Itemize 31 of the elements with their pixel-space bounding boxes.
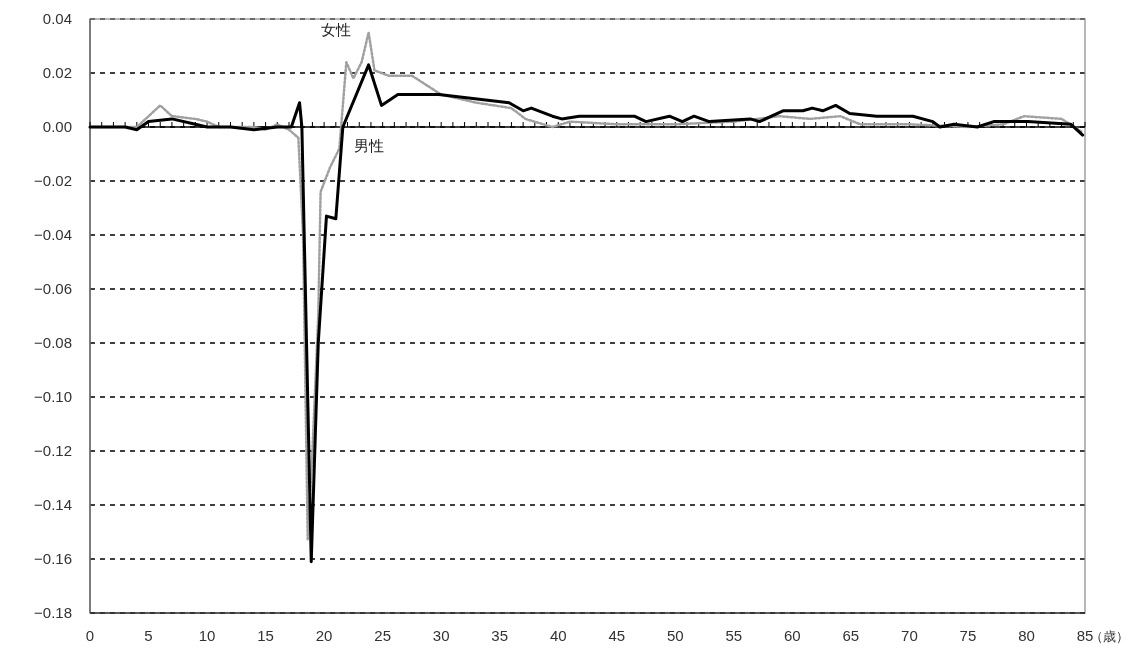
y-tick-label: −0.16 bbox=[34, 550, 72, 567]
x-tick-label: 60 bbox=[784, 627, 801, 644]
x-tick-label: 65 bbox=[842, 627, 860, 644]
y-tick-label: −0.14 bbox=[34, 496, 72, 513]
x-tick-label: 40 bbox=[549, 627, 567, 644]
x-tick-label: 0 bbox=[85, 627, 95, 644]
x-tick-label: 30 bbox=[432, 627, 450, 644]
x-tick-label: 20 bbox=[315, 627, 333, 644]
x-tick-label: 55 bbox=[725, 627, 743, 644]
x-tick-label: 10 bbox=[198, 627, 216, 644]
y-tick-label: −0.12 bbox=[34, 442, 72, 459]
x-tick-label: 25 bbox=[374, 627, 391, 644]
x-tick-label: 80 bbox=[1018, 627, 1035, 644]
x-tick-label: 45 bbox=[608, 627, 626, 644]
y-tick-label: −0.02 bbox=[34, 172, 72, 189]
y-tick-label: −0.08 bbox=[34, 334, 72, 351]
y-tick-label: −0.06 bbox=[34, 280, 72, 297]
x-tick-label: 15 bbox=[257, 627, 274, 644]
y-tick-label: −0.10 bbox=[34, 388, 72, 405]
x-tick-label: 50 bbox=[666, 627, 684, 644]
x-tick-label: 70 bbox=[901, 627, 918, 644]
y-tick-label: 0.02 bbox=[42, 64, 72, 81]
x-tick-label: 5 bbox=[144, 627, 153, 644]
legend-label: 男性 bbox=[353, 137, 384, 154]
y-tick-label: 0.04 bbox=[42, 10, 72, 27]
y-tick-label: 0.00 bbox=[42, 118, 72, 135]
y-tick-label: −0.18 bbox=[34, 604, 72, 621]
x-tick-label: 75 bbox=[959, 627, 977, 644]
x-tick-label: 35 bbox=[491, 627, 509, 644]
y-tick-label: −0.04 bbox=[34, 226, 72, 243]
series-label: 女性 bbox=[320, 20, 351, 38]
